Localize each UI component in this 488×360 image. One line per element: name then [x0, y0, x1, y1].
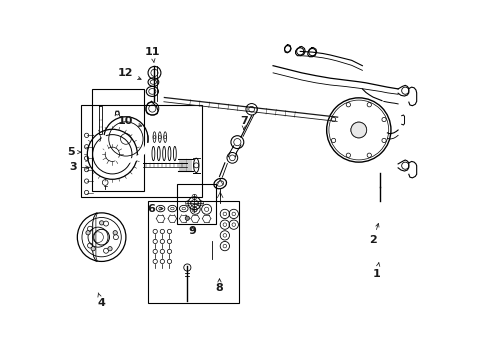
- Circle shape: [108, 247, 112, 251]
- Text: 12: 12: [117, 68, 141, 80]
- Circle shape: [113, 231, 117, 235]
- Bar: [177, 184, 216, 224]
- Text: 9: 9: [188, 226, 196, 236]
- Text: 2: 2: [368, 224, 378, 245]
- Bar: [148, 202, 239, 303]
- Text: 11: 11: [144, 47, 160, 63]
- Text: 7: 7: [240, 116, 247, 129]
- Circle shape: [350, 122, 366, 138]
- Circle shape: [185, 216, 189, 220]
- Text: 6: 6: [147, 203, 163, 213]
- Circle shape: [91, 247, 95, 251]
- Text: 10: 10: [118, 116, 142, 127]
- Text: 8: 8: [215, 279, 223, 293]
- Text: 4: 4: [98, 293, 105, 308]
- Text: 3: 3: [69, 162, 89, 172]
- Circle shape: [86, 231, 90, 235]
- Text: 5: 5: [67, 147, 81, 157]
- Text: 1: 1: [372, 263, 380, 279]
- Bar: [81, 105, 202, 197]
- Circle shape: [99, 221, 103, 225]
- Bar: [91, 89, 144, 191]
